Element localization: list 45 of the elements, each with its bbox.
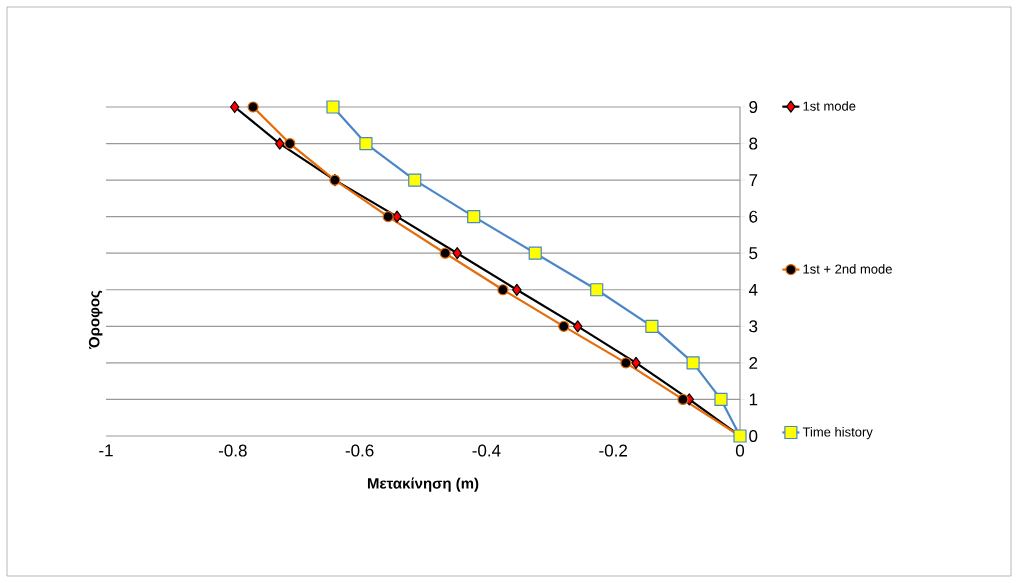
legend-label: 1st mode — [803, 101, 856, 111]
y-tick-label: 7 — [749, 174, 758, 186]
point — [326, 100, 340, 114]
y-tick-label: 3 — [749, 320, 758, 333]
point — [284, 137, 296, 150]
x-tick-label: -0.6 — [345, 444, 374, 457]
point — [439, 247, 451, 259]
point — [686, 356, 700, 370]
point — [229, 100, 240, 114]
point — [528, 246, 542, 260]
x-tick-label: -0.8 — [218, 444, 247, 457]
legend-label: 1st + 2nd mode — [803, 264, 892, 274]
point — [452, 247, 462, 260]
x-tick-label: -0.4 — [472, 444, 501, 457]
point — [497, 284, 509, 296]
x-tick-label: -1 — [99, 444, 113, 457]
x-axis-title: Μετακίνηση (m) — [367, 477, 479, 492]
legend-label: Time history — [802, 427, 873, 440]
point — [392, 210, 402, 223]
y-tick-label: 6 — [749, 210, 758, 223]
y-tick-label: 5 — [749, 247, 758, 260]
x-tick-label: -0.2 — [599, 444, 627, 457]
point — [631, 356, 641, 369]
point — [467, 210, 481, 224]
point — [714, 392, 728, 407]
point — [512, 283, 522, 296]
point — [620, 357, 632, 369]
point — [382, 211, 394, 223]
y-axis-title: Όροφος — [88, 290, 103, 349]
point — [408, 173, 422, 187]
y-tick-label: 0 — [749, 429, 758, 443]
point — [645, 319, 659, 333]
y-tick-label: 1 — [749, 393, 758, 406]
point — [275, 137, 285, 150]
point — [677, 393, 689, 406]
point — [359, 136, 373, 151]
y-tick-label: 2 — [749, 356, 758, 369]
point — [247, 101, 259, 113]
point — [558, 320, 570, 332]
x-tick-label: 0 — [735, 444, 745, 457]
y-tick-label: 4 — [748, 283, 758, 296]
point — [572, 320, 583, 333]
y-tick-label: 8 — [749, 137, 758, 150]
point — [590, 283, 604, 297]
y-tick-label: 9 — [749, 100, 758, 114]
